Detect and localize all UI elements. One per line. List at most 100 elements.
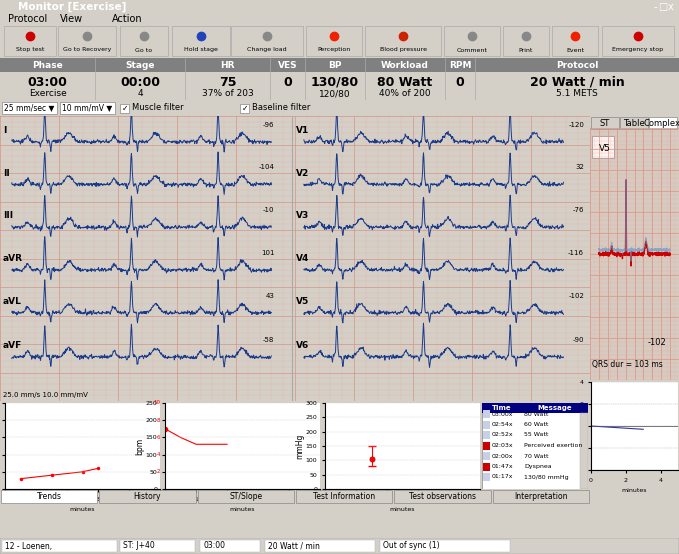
Text: QRS dur = 103 ms: QRS dur = 103 ms xyxy=(592,361,663,370)
Bar xyxy=(552,26,598,56)
Bar xyxy=(296,490,392,503)
Text: V1: V1 xyxy=(296,126,310,135)
Bar xyxy=(493,490,589,503)
Bar xyxy=(483,410,490,418)
X-axis label: minutes: minutes xyxy=(390,507,416,512)
Text: x: x xyxy=(668,2,674,12)
Text: Time: Time xyxy=(492,405,511,411)
Bar xyxy=(649,117,677,129)
Bar xyxy=(1,490,97,503)
Bar xyxy=(592,136,614,158)
Text: Table: Table xyxy=(623,119,644,127)
Text: ✓: ✓ xyxy=(122,104,128,113)
Text: Change load: Change load xyxy=(247,48,287,53)
Text: ST/Slope: ST/Slope xyxy=(230,492,262,501)
Text: 60 Watt: 60 Watt xyxy=(524,422,549,427)
Text: Complex: Complex xyxy=(644,119,679,127)
Bar xyxy=(580,413,588,489)
Text: -58: -58 xyxy=(263,337,274,343)
Text: V5: V5 xyxy=(296,297,310,306)
Text: II: II xyxy=(3,168,10,177)
Text: BP: BP xyxy=(328,61,342,70)
Text: Phase: Phase xyxy=(32,61,63,70)
Text: 80 Watt: 80 Watt xyxy=(524,412,549,417)
Text: 130/80: 130/80 xyxy=(311,75,359,89)
Y-axis label: bpm: bpm xyxy=(135,438,144,455)
Text: 01:17x: 01:17x xyxy=(492,474,513,480)
X-axis label: minutes: minutes xyxy=(70,507,95,512)
Text: Baseline filter: Baseline filter xyxy=(252,104,310,112)
Bar xyxy=(200,540,260,552)
Text: ST: ST xyxy=(600,119,610,127)
Bar xyxy=(483,463,490,470)
Bar xyxy=(120,540,195,552)
Text: 4: 4 xyxy=(137,90,143,99)
Bar xyxy=(172,26,230,56)
Text: -76: -76 xyxy=(572,207,584,213)
Bar xyxy=(4,26,56,56)
Text: VES: VES xyxy=(278,61,297,70)
Text: V3: V3 xyxy=(296,211,310,220)
Bar xyxy=(620,117,648,129)
Text: History: History xyxy=(134,492,161,501)
Text: 03:00: 03:00 xyxy=(28,75,67,89)
Text: Comment: Comment xyxy=(456,48,488,53)
Text: Dyspnea: Dyspnea xyxy=(524,464,551,469)
Text: 4: 4 xyxy=(157,452,160,457)
Text: 0: 0 xyxy=(283,75,292,89)
Bar xyxy=(483,473,490,481)
Bar xyxy=(394,490,491,503)
Text: 00:00: 00:00 xyxy=(120,75,160,89)
Text: Go to: Go to xyxy=(135,48,153,53)
Bar xyxy=(483,442,490,449)
Text: Perception: Perception xyxy=(317,48,350,53)
Text: Go to Recovery: Go to Recovery xyxy=(63,48,111,53)
Text: 8: 8 xyxy=(157,418,160,423)
Bar xyxy=(58,26,116,56)
Text: 0: 0 xyxy=(456,75,464,89)
Text: 03:00x: 03:00x xyxy=(492,412,513,417)
Text: 6: 6 xyxy=(157,435,160,440)
Text: Perceived exertion: Perceived exertion xyxy=(524,443,583,448)
Text: 32: 32 xyxy=(575,165,584,170)
Text: -90: -90 xyxy=(572,337,584,343)
Text: Workload: Workload xyxy=(381,61,429,70)
Bar xyxy=(2,102,57,114)
Text: 25.0 mm/s 10.0 mm/mV: 25.0 mm/s 10.0 mm/mV xyxy=(3,392,88,398)
Text: aVR: aVR xyxy=(3,254,23,263)
Text: 43: 43 xyxy=(265,293,274,299)
Text: Trends: Trends xyxy=(37,492,62,501)
Bar xyxy=(306,26,362,56)
Text: ✓: ✓ xyxy=(242,104,248,113)
Text: 02:52x: 02:52x xyxy=(492,433,513,438)
Text: Message: Message xyxy=(537,405,572,411)
Text: Monitor [Exercise]: Monitor [Exercise] xyxy=(18,2,126,12)
Text: HR: HR xyxy=(220,61,235,70)
Text: -: - xyxy=(653,2,657,12)
Bar xyxy=(503,26,549,56)
Text: ST: J+40: ST: J+40 xyxy=(123,541,155,551)
Text: Test Information: Test Information xyxy=(313,492,375,501)
Text: Stage: Stage xyxy=(125,61,155,70)
Bar xyxy=(591,117,619,129)
Bar xyxy=(0,58,679,72)
Text: V6: V6 xyxy=(296,341,310,350)
Text: Muscle filter: Muscle filter xyxy=(132,104,183,112)
Text: 10 mm/mV ▼: 10 mm/mV ▼ xyxy=(62,104,112,112)
Text: 130/80 mmHg: 130/80 mmHg xyxy=(524,474,568,480)
Text: -10: -10 xyxy=(263,207,274,213)
Bar xyxy=(483,420,490,428)
Text: Action: Action xyxy=(112,14,143,24)
Text: 5.1 METS: 5.1 METS xyxy=(556,90,598,99)
Text: -96: -96 xyxy=(263,121,274,127)
Text: 55 Watt: 55 Watt xyxy=(524,433,549,438)
Text: Protocol: Protocol xyxy=(556,61,598,70)
Text: V5: V5 xyxy=(599,143,611,153)
Text: 75: 75 xyxy=(219,75,236,89)
Bar xyxy=(365,26,441,56)
Bar xyxy=(120,26,168,56)
Text: 101: 101 xyxy=(261,250,274,256)
Text: Print: Print xyxy=(519,48,533,53)
Bar xyxy=(444,26,500,56)
Text: 02:54x: 02:54x xyxy=(492,422,513,427)
